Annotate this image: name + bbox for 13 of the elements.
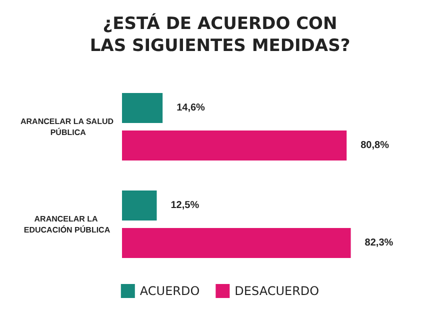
bar: [122, 228, 351, 258]
data-label: 12,5%: [170, 200, 200, 211]
y-tick-label: ARANCELAR LA SALUD PÚBLICA: [20, 116, 114, 137]
y-tick-label: ARANCELAR LA EDUCACIÓN PÚBLICA: [24, 214, 110, 234]
bar: [122, 93, 163, 123]
data-label: 80,8%: [360, 140, 390, 151]
legend-label: DESACUERDO: [234, 284, 320, 298]
bar: [122, 130, 347, 160]
bar: [122, 190, 157, 220]
data-label: 82,3%: [364, 238, 394, 248]
legend-label: ACUERDO: [140, 284, 200, 298]
chart-title: ¿ESTÁ DE ACUERDO CON LAS SIGUIENTES MEDIDAS?: [90, 13, 350, 56]
data-label: 14,6%: [176, 102, 206, 114]
